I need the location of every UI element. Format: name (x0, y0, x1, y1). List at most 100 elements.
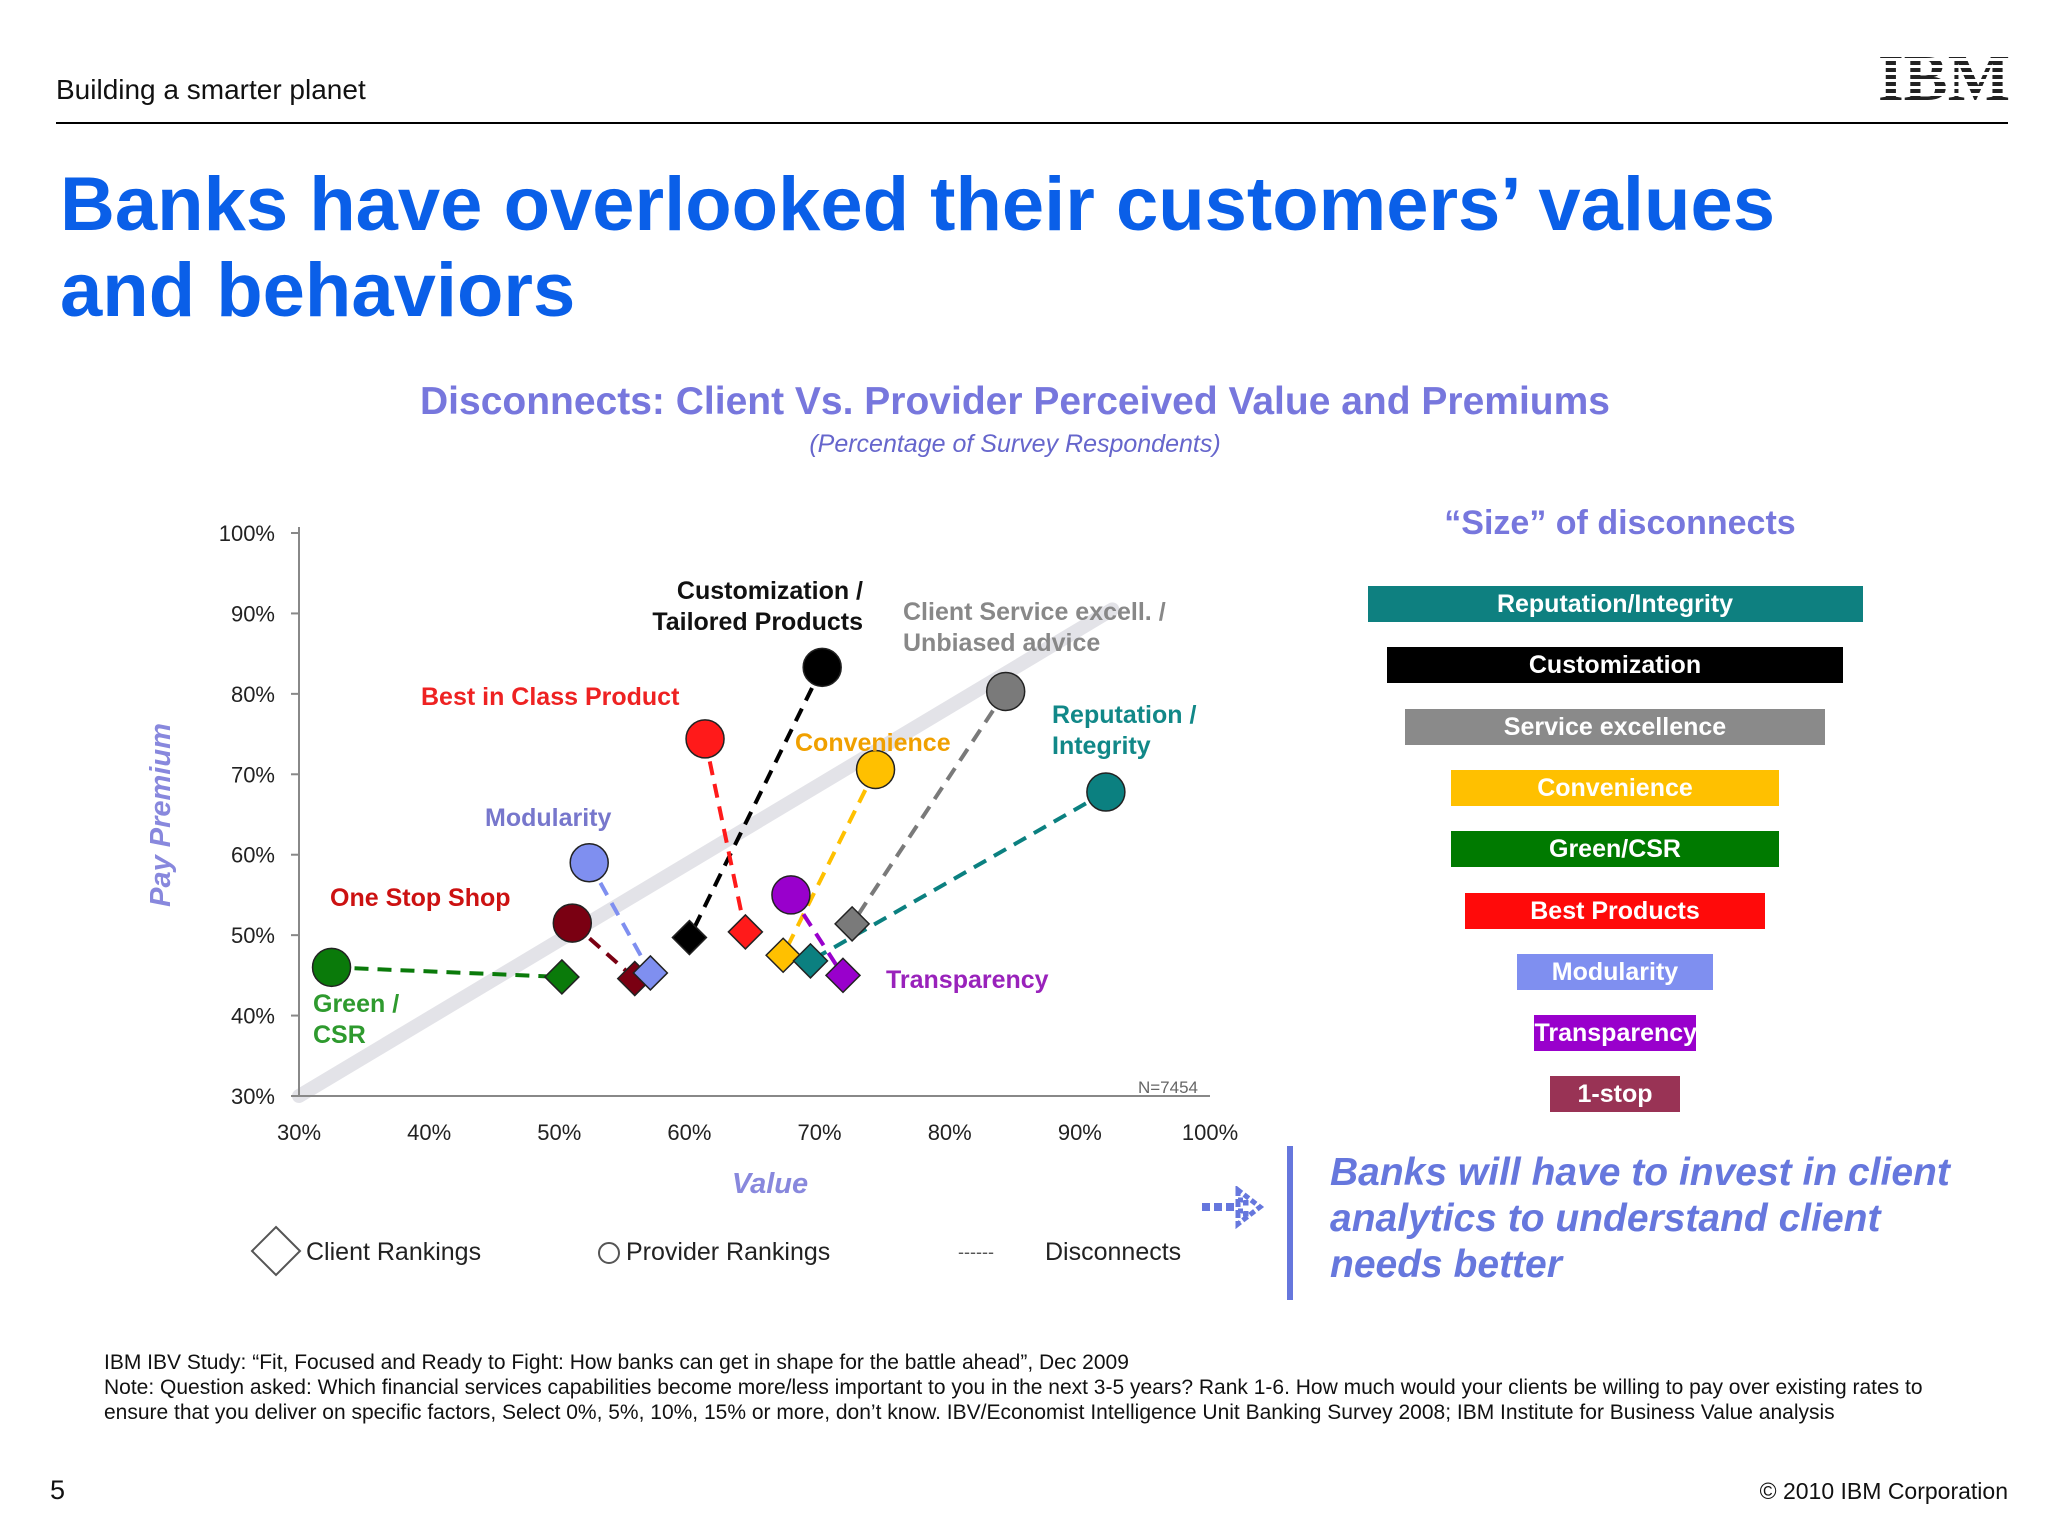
page-number: 5 (50, 1475, 66, 1505)
x-tick-label: 70% (798, 1120, 842, 1145)
disconnect-line (331, 965, 562, 979)
provider-ranking-circle (685, 719, 725, 759)
point-label-line: Reputation / (1052, 701, 1196, 729)
slide-title: Banks have overlooked their customers’ v… (60, 162, 2020, 334)
disconnect-line (789, 893, 845, 977)
legend-client-label: Client Rankings (306, 1238, 481, 1266)
provider-ranking-circle (311, 947, 352, 988)
point-labels: Green / CSR One Stop Shop Modularity Customi… (250, 577, 1196, 1277)
point-label-line: One Stop Shop (330, 884, 511, 912)
provider-ranking-circle (855, 749, 896, 790)
ibm-logo: IBM (1878, 42, 2010, 115)
x-axis-label: Value (732, 1168, 808, 1200)
size-bar: Best Products (1464, 892, 1766, 929)
point-label-line: Best in Class Product (421, 683, 680, 711)
disconnect-lines (331, 666, 1107, 981)
point-label-line: Green / (313, 990, 399, 1018)
header-tagline: Building a smarter planet (56, 74, 366, 105)
size-chart-title: “Size” of disconnects (1444, 504, 1796, 542)
x-tick-label: 100% (1182, 1120, 1238, 1145)
point-label-line: CSR (313, 1021, 366, 1049)
y-axis-label: Pay Premium (145, 723, 177, 907)
reference-diagonal (292, 602, 1120, 1103)
client-ranking-diamond (792, 942, 829, 979)
point-label: Transparency (886, 966, 1049, 994)
size-bar: Green/CSR (1451, 831, 1779, 868)
footnote: IBM IBV Study: “Fit, Focused and Ready t… (104, 1350, 1984, 1425)
chart-points (311, 647, 1126, 997)
point-label: Client Service excell. / Unbiased advice (903, 598, 1166, 657)
size-bar: Transparency (1534, 1015, 1696, 1052)
point-label-line: Client Service excell. / (903, 598, 1166, 626)
svg-text:IBM: IBM (1878, 46, 2010, 104)
disconnect-line (687, 666, 824, 939)
point-label: One Stop Shop (330, 884, 511, 912)
x-tick-label: 90% (1058, 1120, 1102, 1145)
legend-circle-icon (598, 1242, 620, 1264)
chart-axes: 30% 40% 50% 60% 70% 80% 90% 100% 30% 40% 50% 60% 70%… (145, 521, 1238, 1200)
slide-title-line-2: and behaviors (60, 248, 576, 333)
y-tick-label: 40% (231, 1004, 275, 1029)
header-divider (56, 122, 2008, 124)
chart-subtitle: (Percentage of Survey Respondents) (809, 430, 1221, 458)
provider-ranking-circle (985, 671, 1026, 712)
client-ranking-diamond (765, 937, 802, 974)
legend-disconnect-label: Disconnects (1045, 1238, 1181, 1266)
footnote-line-1: IBM IBV Study: “Fit, Focused and Ready t… (104, 1351, 1129, 1374)
client-ranking-diamond (632, 954, 669, 992)
point-label: Modularity (485, 804, 611, 832)
point-label-line: Integrity (1052, 732, 1151, 760)
size-bar: 1-stop (1550, 1076, 1680, 1113)
point-label: Green / CSR (313, 990, 399, 1049)
size-bar: Reputation/Integrity (1367, 586, 1863, 622)
y-tick-label: 60% (231, 843, 275, 868)
x-tick-label: 50% (537, 1120, 581, 1145)
size-bar: Service excellence (1405, 708, 1825, 745)
callout-text: Banks will have to invest in client anal… (1330, 1151, 1950, 1286)
slide-title-line-1: Banks have overlooked their customers’ v… (60, 162, 1775, 247)
point-label: Reputation / Integrity (1052, 701, 1196, 760)
disconnect-line (587, 861, 653, 974)
x-tick-label: 40% (407, 1120, 451, 1145)
footnote-line-2: Note: Question asked: Which financial se… (104, 1376, 1923, 1424)
provider-ranking-circle (569, 843, 609, 883)
callout-divider (1287, 1146, 1293, 1300)
client-ranking-diamond (824, 957, 862, 994)
x-tick-label: 80% (928, 1120, 972, 1145)
client-ranking-diamond (834, 905, 871, 942)
legend-dash-sample: ------ (958, 1242, 994, 1262)
point-label: Convenience (795, 729, 951, 757)
sample-size-note: N=7454 (1138, 1078, 1198, 1097)
provider-ranking-circle (1086, 772, 1126, 812)
point-label-line: Transparency (886, 966, 1049, 994)
chart-title: Disconnects: Client Vs. Provider Perceiv… (420, 380, 1610, 423)
point-label: Best in Class Product (421, 683, 680, 711)
size-bar: Convenience (1451, 769, 1779, 806)
y-tick-label: 80% (231, 682, 275, 707)
y-tick-label: 30% (231, 1084, 275, 1109)
x-tick-label: 60% (667, 1120, 711, 1145)
copyright: © 2010 IBM Corporation (1759, 1478, 2008, 1504)
size-bar: Customization (1387, 647, 1843, 684)
point-label-line: Unbiased advice (903, 629, 1100, 657)
y-tick-label: 50% (231, 923, 275, 948)
x-tick-label: 30% (277, 1120, 321, 1145)
disconnect-line (781, 768, 878, 957)
size-bar: Modularity (1517, 953, 1713, 990)
point-label-line: Modularity (485, 804, 611, 832)
client-ranking-diamond (671, 919, 708, 956)
legend-diamond-icon (250, 1225, 302, 1277)
point-label-line: Customization / (677, 577, 863, 605)
y-tick-label: 70% (231, 762, 275, 787)
y-tick-label: 100% (219, 521, 275, 546)
disconnect-line (850, 690, 1008, 925)
point-label-line: Convenience (795, 729, 951, 757)
provider-ranking-circle (552, 903, 593, 943)
client-ranking-diamond (543, 958, 580, 996)
arrow-icon (1200, 1184, 1270, 1235)
client-ranking-diamond (727, 913, 764, 950)
provider-ranking-circle (771, 875, 811, 915)
y-tick-label: 90% (231, 601, 275, 626)
provider-ranking-circle (802, 647, 842, 688)
